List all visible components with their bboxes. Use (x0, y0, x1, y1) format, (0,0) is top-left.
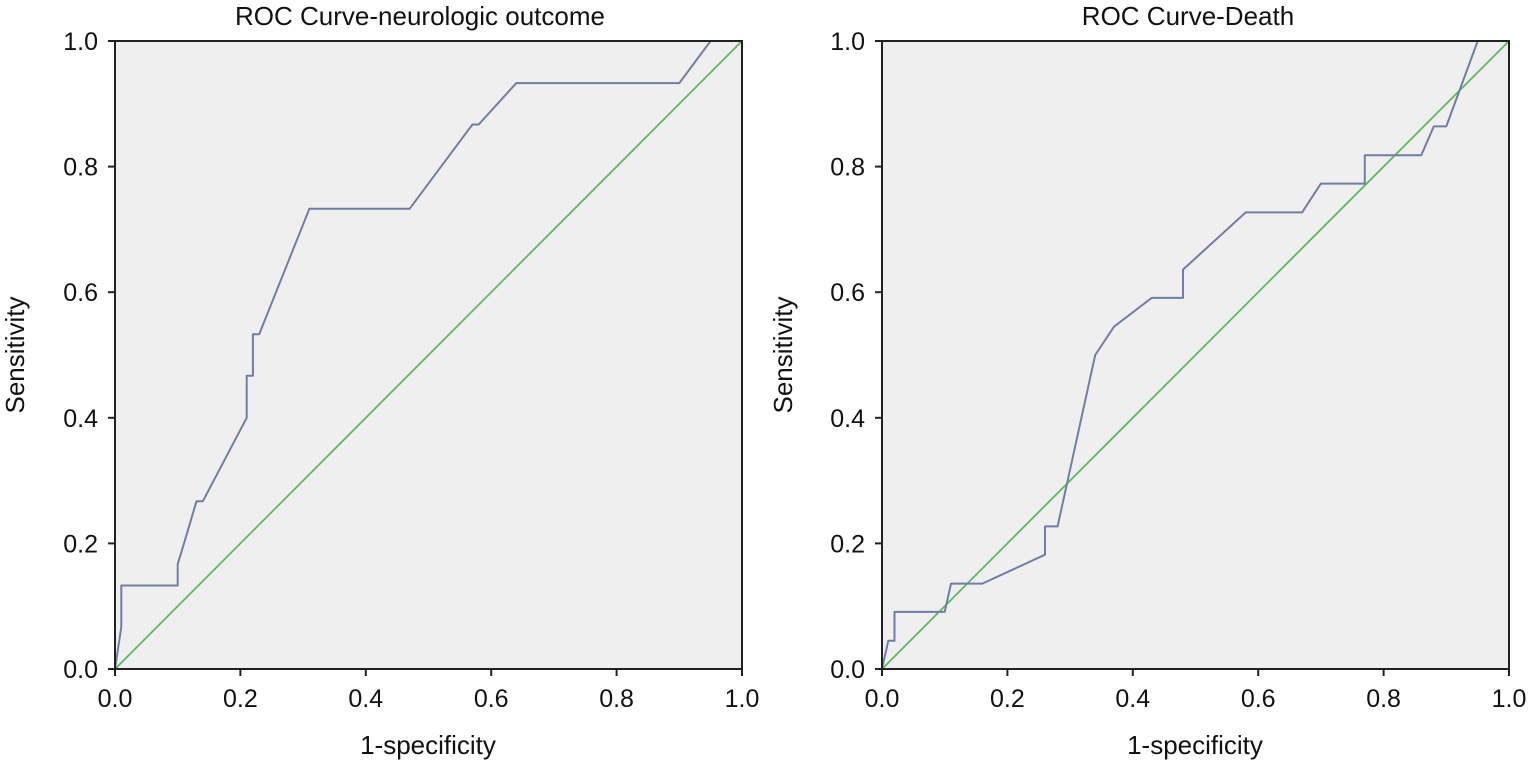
x-tick-label: 0.0 (865, 685, 900, 713)
x-tick-label: 0.6 (474, 685, 509, 713)
y-tick-label: 0.8 (830, 154, 865, 182)
x-tick-label: 0.2 (223, 685, 258, 713)
roc-curve-line (881, 40, 1509, 670)
y-tick-label: 0.0 (63, 656, 98, 684)
x-tick-label: 1.0 (725, 685, 760, 713)
roc-curve-line (114, 40, 742, 670)
x-axis-label: 1-specificity (1127, 730, 1263, 760)
y-tick-label: 0.6 (63, 279, 98, 307)
chart-title: ROC Curve-neurologic outcome (235, 1, 605, 31)
y-tick-label: 0.2 (830, 530, 865, 558)
tick-group (108, 40, 743, 676)
tick-label-group: 0.0 0.2 0.4 0.6 0.8 1.0 0.0 0.2 0.4 0.6 0.8 1.0 (830, 28, 1526, 713)
x-tick-label: 0.8 (599, 685, 634, 713)
y-tick-label: 0.4 (830, 405, 865, 433)
x-axis-label: 1-specificity (360, 730, 496, 760)
y-axis-label: Sensitivity (768, 296, 798, 413)
plot-frame (114, 40, 743, 670)
y-tick-label: 1.0 (830, 28, 865, 56)
y-tick-label: 0.8 (63, 154, 98, 182)
x-tick-label: 0.4 (1115, 685, 1150, 713)
x-tick-label: 1.0 (1492, 685, 1527, 713)
x-tick-label: 0.2 (990, 685, 1025, 713)
roc-chart-neurologic-outcome: ROC Curve-neurologic outcome 0.0 0.2 0.4 0.… (0, 1, 759, 760)
tick-label-group: 0.0 0.2 0.4 0.6 0.8 1.0 0.0 0.2 0.4 0.6 0.8 1.0 (63, 28, 759, 713)
y-tick-label: 0.6 (830, 279, 865, 307)
y-tick-label: 0.2 (63, 530, 98, 558)
reference-line (881, 40, 1510, 670)
chart-title: ROC Curve-Death (1082, 1, 1294, 31)
plot-frame (881, 40, 1510, 670)
y-tick-label: 0.4 (63, 405, 98, 433)
roc-chart-death: ROC Curve-Death 0.0 0.2 0.4 0.6 0.8 1.0 0.0 0.2… (768, 1, 1526, 760)
x-tick-label: 0.0 (98, 685, 133, 713)
tick-group (875, 40, 1510, 676)
x-tick-label: 0.4 (348, 685, 383, 713)
reference-line (114, 40, 743, 670)
x-tick-label: 0.8 (1366, 685, 1401, 713)
y-tick-label: 1.0 (63, 28, 98, 56)
y-axis-label: Sensitivity (0, 296, 30, 413)
y-tick-label: 0.0 (830, 656, 865, 684)
x-tick-label: 0.6 (1241, 685, 1276, 713)
